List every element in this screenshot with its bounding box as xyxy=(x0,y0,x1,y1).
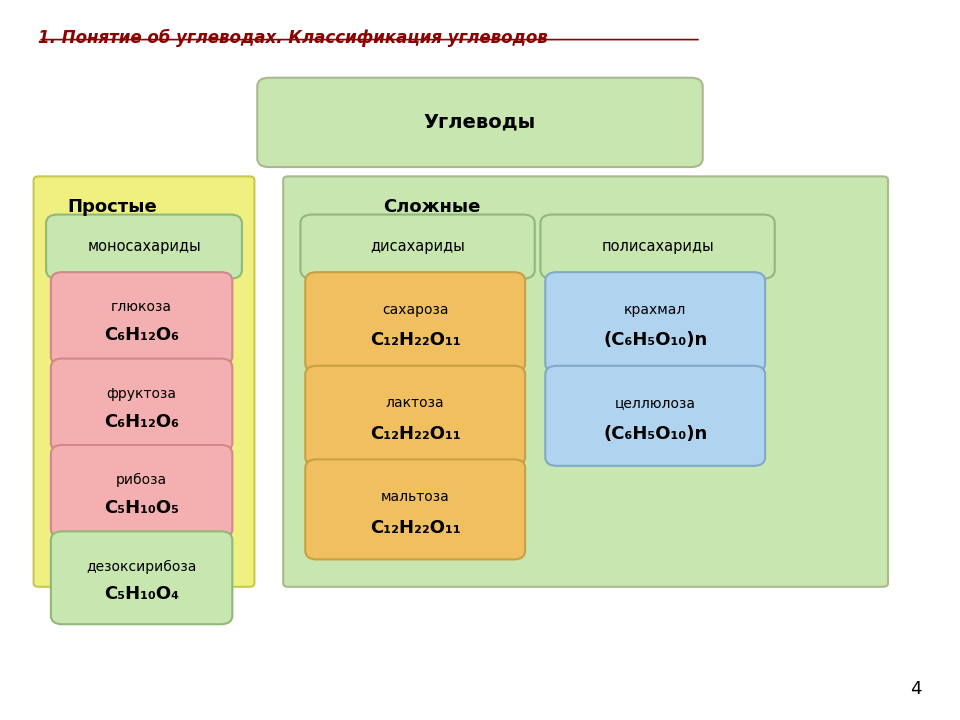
Text: Углеводы: Углеводы xyxy=(424,113,536,132)
FancyBboxPatch shape xyxy=(51,445,232,538)
FancyBboxPatch shape xyxy=(305,366,525,466)
FancyBboxPatch shape xyxy=(51,272,232,365)
FancyBboxPatch shape xyxy=(257,78,703,167)
Text: C₅H₁₀O₄: C₅H₁₀O₄ xyxy=(104,585,180,603)
Text: полисахариды: полисахариды xyxy=(601,239,714,254)
Text: лактоза: лактоза xyxy=(386,397,444,410)
Text: сахароза: сахароза xyxy=(382,303,448,317)
Text: глюкоза: глюкоза xyxy=(111,300,172,314)
Text: рибоза: рибоза xyxy=(116,473,167,487)
FancyBboxPatch shape xyxy=(305,272,525,372)
Text: фруктоза: фруктоза xyxy=(107,387,177,400)
FancyBboxPatch shape xyxy=(46,215,242,279)
FancyBboxPatch shape xyxy=(300,215,535,279)
FancyBboxPatch shape xyxy=(305,459,525,559)
Text: C₆H₁₂O₆: C₆H₁₂O₆ xyxy=(104,413,180,431)
FancyBboxPatch shape xyxy=(545,272,765,372)
Text: 1. Понятие об углеводах. Классификация углеводов: 1. Понятие об углеводах. Классификация у… xyxy=(38,29,548,47)
Text: Сложные: Сложные xyxy=(383,198,481,216)
FancyBboxPatch shape xyxy=(545,366,765,466)
FancyBboxPatch shape xyxy=(283,176,888,587)
Text: C₅H₁₀O₅: C₅H₁₀O₅ xyxy=(104,499,180,517)
Text: дезоксирибоза: дезоксирибоза xyxy=(86,559,197,574)
Text: дисахариды: дисахариды xyxy=(371,239,465,254)
Text: C₁₂H₂₂O₁₁: C₁₂H₂₂O₁₁ xyxy=(370,331,461,349)
Text: мальтоза: мальтоза xyxy=(381,490,449,504)
Text: C₆H₁₂O₆: C₆H₁₂O₆ xyxy=(104,326,180,344)
Text: моносахариды: моносахариды xyxy=(87,239,201,254)
Text: C₁₂H₂₂O₁₁: C₁₂H₂₂O₁₁ xyxy=(370,518,461,536)
FancyBboxPatch shape xyxy=(540,215,775,279)
FancyBboxPatch shape xyxy=(51,359,232,451)
Text: 4: 4 xyxy=(910,680,922,698)
Text: C₁₂H₂₂O₁₁: C₁₂H₂₂O₁₁ xyxy=(370,425,461,443)
Text: целлюлоза: целлюлоза xyxy=(614,397,696,410)
Text: Простые: Простые xyxy=(67,198,157,216)
Text: (C₆H₅O₁₀)n: (C₆H₅O₁₀)n xyxy=(603,331,708,349)
Text: крахмал: крахмал xyxy=(624,303,686,317)
Text: (C₆H₅O₁₀)n: (C₆H₅O₁₀)n xyxy=(603,425,708,443)
FancyBboxPatch shape xyxy=(34,176,254,587)
FancyBboxPatch shape xyxy=(51,531,232,624)
